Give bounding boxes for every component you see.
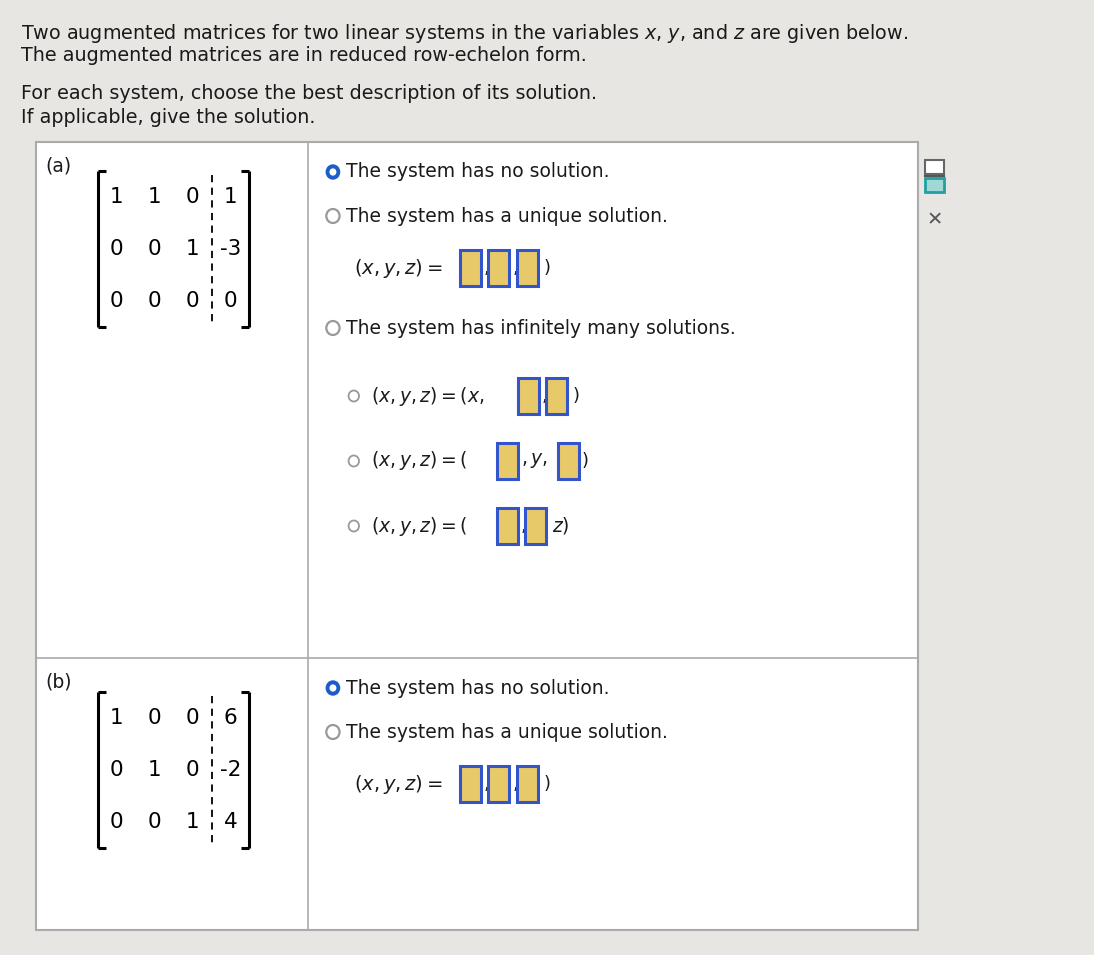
Text: The system has infinitely many solutions.: The system has infinitely many solutions… [346, 319, 736, 337]
Text: The system has no solution.: The system has no solution. [346, 162, 609, 181]
Text: 1: 1 [223, 187, 237, 207]
Text: If applicable, give the solution.: If applicable, give the solution. [21, 108, 315, 127]
Text: 1: 1 [148, 187, 162, 207]
Text: ,: , [542, 387, 547, 405]
Text: 0: 0 [109, 291, 124, 311]
Bar [517, 250, 538, 286]
Text: 1: 1 [186, 239, 199, 259]
Circle shape [326, 165, 339, 179]
Text: $(x, y, z) = (x,$: $(x, y, z) = (x,$ [371, 385, 485, 408]
Text: 1: 1 [148, 760, 162, 780]
Text: 0: 0 [148, 812, 162, 832]
Text: $(x, y, z) =$: $(x, y, z) =$ [353, 257, 442, 280]
Text: ,: , [521, 517, 526, 535]
Text: 0: 0 [109, 239, 124, 259]
Bar [497, 508, 517, 544]
Text: ,: , [484, 259, 489, 277]
Text: 6: 6 [223, 708, 237, 728]
Text: 0: 0 [186, 291, 199, 311]
Circle shape [326, 681, 339, 695]
Text: 0: 0 [109, 760, 124, 780]
Bar [924, 178, 944, 192]
Bar [459, 250, 481, 286]
Text: 0: 0 [148, 239, 162, 259]
Text: ): ) [573, 387, 580, 405]
Bar [489, 250, 510, 286]
Bar [546, 378, 567, 414]
Text: $(x, y, z) = ($: $(x, y, z) = ($ [371, 515, 467, 538]
Text: ): ) [581, 452, 589, 470]
Text: -2: -2 [220, 760, 241, 780]
Text: 0: 0 [223, 291, 237, 311]
Text: $(x, y, z) = ($: $(x, y, z) = ($ [371, 450, 467, 473]
Text: For each system, choose the best description of its solution.: For each system, choose the best descrip… [21, 84, 597, 103]
Text: $(x, y, z) =$: $(x, y, z) =$ [353, 773, 442, 796]
Text: The system has no solution.: The system has no solution. [346, 678, 609, 697]
Text: 4: 4 [223, 812, 237, 832]
Text: 1: 1 [109, 187, 124, 207]
Bar [489, 766, 510, 802]
Text: (a): (a) [46, 157, 71, 176]
Bar [924, 160, 944, 174]
Bar [525, 508, 546, 544]
Text: ): ) [544, 259, 550, 277]
Bar [558, 443, 579, 479]
Text: The system has a unique solution.: The system has a unique solution. [346, 206, 668, 225]
Text: 0: 0 [186, 760, 199, 780]
Text: ,: , [512, 259, 517, 277]
Text: $z)$: $z)$ [552, 516, 570, 537]
Text: ): ) [544, 775, 550, 793]
Bar [517, 378, 538, 414]
Bar [517, 766, 538, 802]
Text: 1: 1 [109, 708, 124, 728]
Bar [459, 766, 481, 802]
Text: -3: -3 [220, 239, 241, 259]
Circle shape [330, 685, 336, 690]
Text: The augmented matrices are in reduced row-echelon form.: The augmented matrices are in reduced ro… [21, 46, 586, 65]
Bar [497, 443, 517, 479]
Text: Two augmented matrices for two linear systems in the variables $x$, $y$, and $z$: Two augmented matrices for two linear sy… [21, 22, 908, 45]
Text: 0: 0 [186, 708, 199, 728]
Text: $, y,$: $, y,$ [521, 452, 548, 471]
Text: The system has a unique solution.: The system has a unique solution. [346, 723, 668, 741]
Circle shape [330, 169, 336, 175]
Text: ✕: ✕ [927, 210, 942, 229]
Text: (b): (b) [46, 673, 72, 692]
Bar [36, 142, 918, 930]
Text: ,: , [512, 775, 517, 793]
Text: 0: 0 [148, 291, 162, 311]
Text: 0: 0 [148, 708, 162, 728]
Text: 0: 0 [109, 812, 124, 832]
Text: ,: , [484, 775, 489, 793]
Text: 1: 1 [186, 812, 199, 832]
Text: 0: 0 [186, 187, 199, 207]
